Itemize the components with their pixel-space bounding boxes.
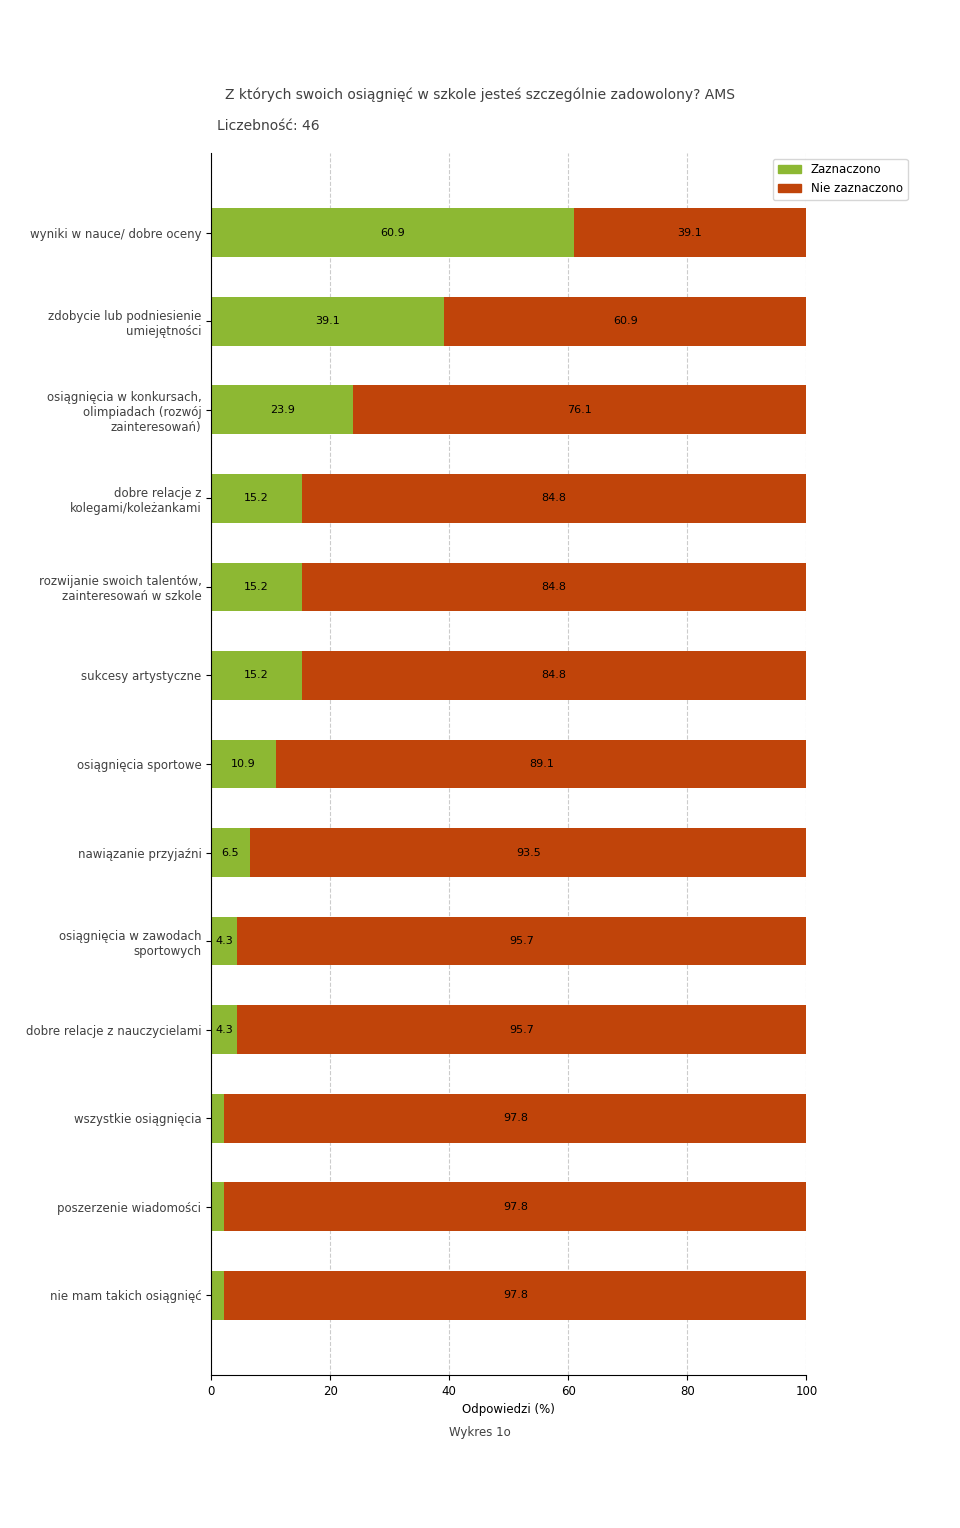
Text: 95.7: 95.7 [509, 1025, 534, 1034]
Text: 60.9: 60.9 [612, 316, 637, 327]
Text: 60.9: 60.9 [380, 228, 405, 238]
Text: 97.8: 97.8 [503, 1114, 528, 1123]
Text: 84.8: 84.8 [541, 494, 566, 503]
Bar [211, 740, 276, 788]
Bar [301, 562, 806, 611]
X-axis label: Odpowiedzi (%): Odpowiedzi (%) [463, 1404, 555, 1416]
Bar [237, 1005, 806, 1054]
Bar [211, 385, 353, 434]
Bar [211, 1094, 225, 1143]
Text: 15.2: 15.2 [244, 494, 269, 503]
Bar [211, 1183, 225, 1232]
Text: 97.8: 97.8 [503, 1201, 528, 1212]
Text: Z których swoich osiągnięć w szkole jesteś szczególnie zadowolony? AMS: Z których swoich osiągnięć w szkole jest… [225, 87, 735, 102]
Bar [237, 917, 806, 966]
Bar [574, 208, 806, 257]
Bar [211, 1005, 237, 1054]
Text: 93.5: 93.5 [516, 848, 540, 857]
Bar [301, 474, 806, 523]
Bar [211, 562, 301, 611]
Text: 23.9: 23.9 [270, 405, 295, 414]
Bar [444, 296, 806, 345]
Text: 76.1: 76.1 [567, 405, 592, 414]
Text: 15.2: 15.2 [244, 582, 269, 591]
Text: 15.2: 15.2 [244, 671, 269, 680]
Text: 84.8: 84.8 [541, 671, 566, 680]
Text: 84.8: 84.8 [541, 582, 566, 591]
Text: 10.9: 10.9 [231, 759, 256, 769]
Bar [211, 917, 237, 966]
Bar [276, 740, 806, 788]
Text: 4.3: 4.3 [215, 1025, 233, 1034]
Text: 39.1: 39.1 [678, 228, 703, 238]
Text: Liczebność: 46: Liczebność: 46 [218, 119, 320, 133]
Bar [211, 474, 301, 523]
Bar [301, 651, 806, 700]
Text: Wykres 1o: Wykres 1o [449, 1426, 511, 1439]
Bar [250, 828, 806, 877]
Bar [211, 296, 444, 345]
Bar [211, 828, 250, 877]
Bar [211, 651, 301, 700]
Bar [225, 1183, 806, 1232]
Bar [225, 1271, 806, 1320]
Text: 4.3: 4.3 [215, 937, 233, 946]
Text: 89.1: 89.1 [529, 759, 554, 769]
Bar [211, 1271, 225, 1320]
Text: 97.8: 97.8 [503, 1290, 528, 1300]
Text: 95.7: 95.7 [509, 937, 534, 946]
Bar [211, 208, 574, 257]
Text: 6.5: 6.5 [222, 848, 239, 857]
Legend: Zaznaczono, Nie zaznaczono: Zaznaczono, Nie zaznaczono [773, 159, 907, 200]
Text: 39.1: 39.1 [315, 316, 340, 327]
Bar [353, 385, 806, 434]
Bar [225, 1094, 806, 1143]
